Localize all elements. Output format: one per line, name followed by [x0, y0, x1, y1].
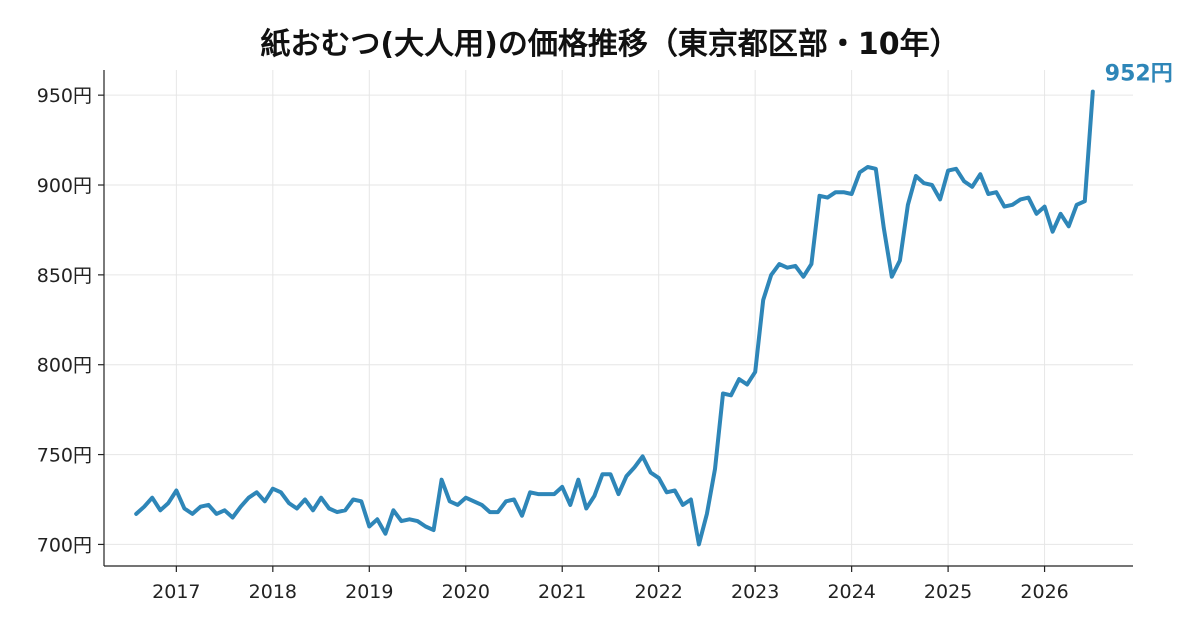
y-tick-label: 800円 — [37, 355, 92, 377]
chart-title: 紙おむつ(大人用)の価格推移（東京都区部・10年） — [260, 27, 959, 62]
y-tick-label: 900円 — [37, 175, 92, 197]
x-tick-label: 2017 — [152, 581, 200, 603]
y-tick-label: 750円 — [37, 445, 92, 467]
series — [134, 89, 1095, 547]
x-tick-label: 2020 — [442, 581, 490, 603]
x-tick-label: 2021 — [538, 581, 586, 603]
x-tick-label: 2019 — [345, 581, 393, 603]
x-tick-label: 2025 — [924, 581, 972, 603]
price-series-line — [134, 89, 1095, 547]
x-tick-label: 2018 — [249, 581, 297, 603]
axes — [98, 70, 1133, 572]
x-tick-label: 2023 — [731, 581, 779, 603]
labels: 700円 750円 800円 850円 900円 950円 2017 2018 2019 2020… — [37, 62, 1173, 603]
grid — [104, 70, 1133, 566]
y-tick-label: 850円 — [37, 265, 92, 287]
x-tick-label: 2022 — [635, 581, 683, 603]
y-tick-label: 950円 — [37, 85, 92, 107]
end-value-label: 952円 — [1105, 62, 1173, 87]
y-tick-label: 700円 — [37, 534, 92, 556]
x-tick-label: 2024 — [827, 581, 875, 603]
x-tick-label: 2026 — [1020, 581, 1068, 603]
